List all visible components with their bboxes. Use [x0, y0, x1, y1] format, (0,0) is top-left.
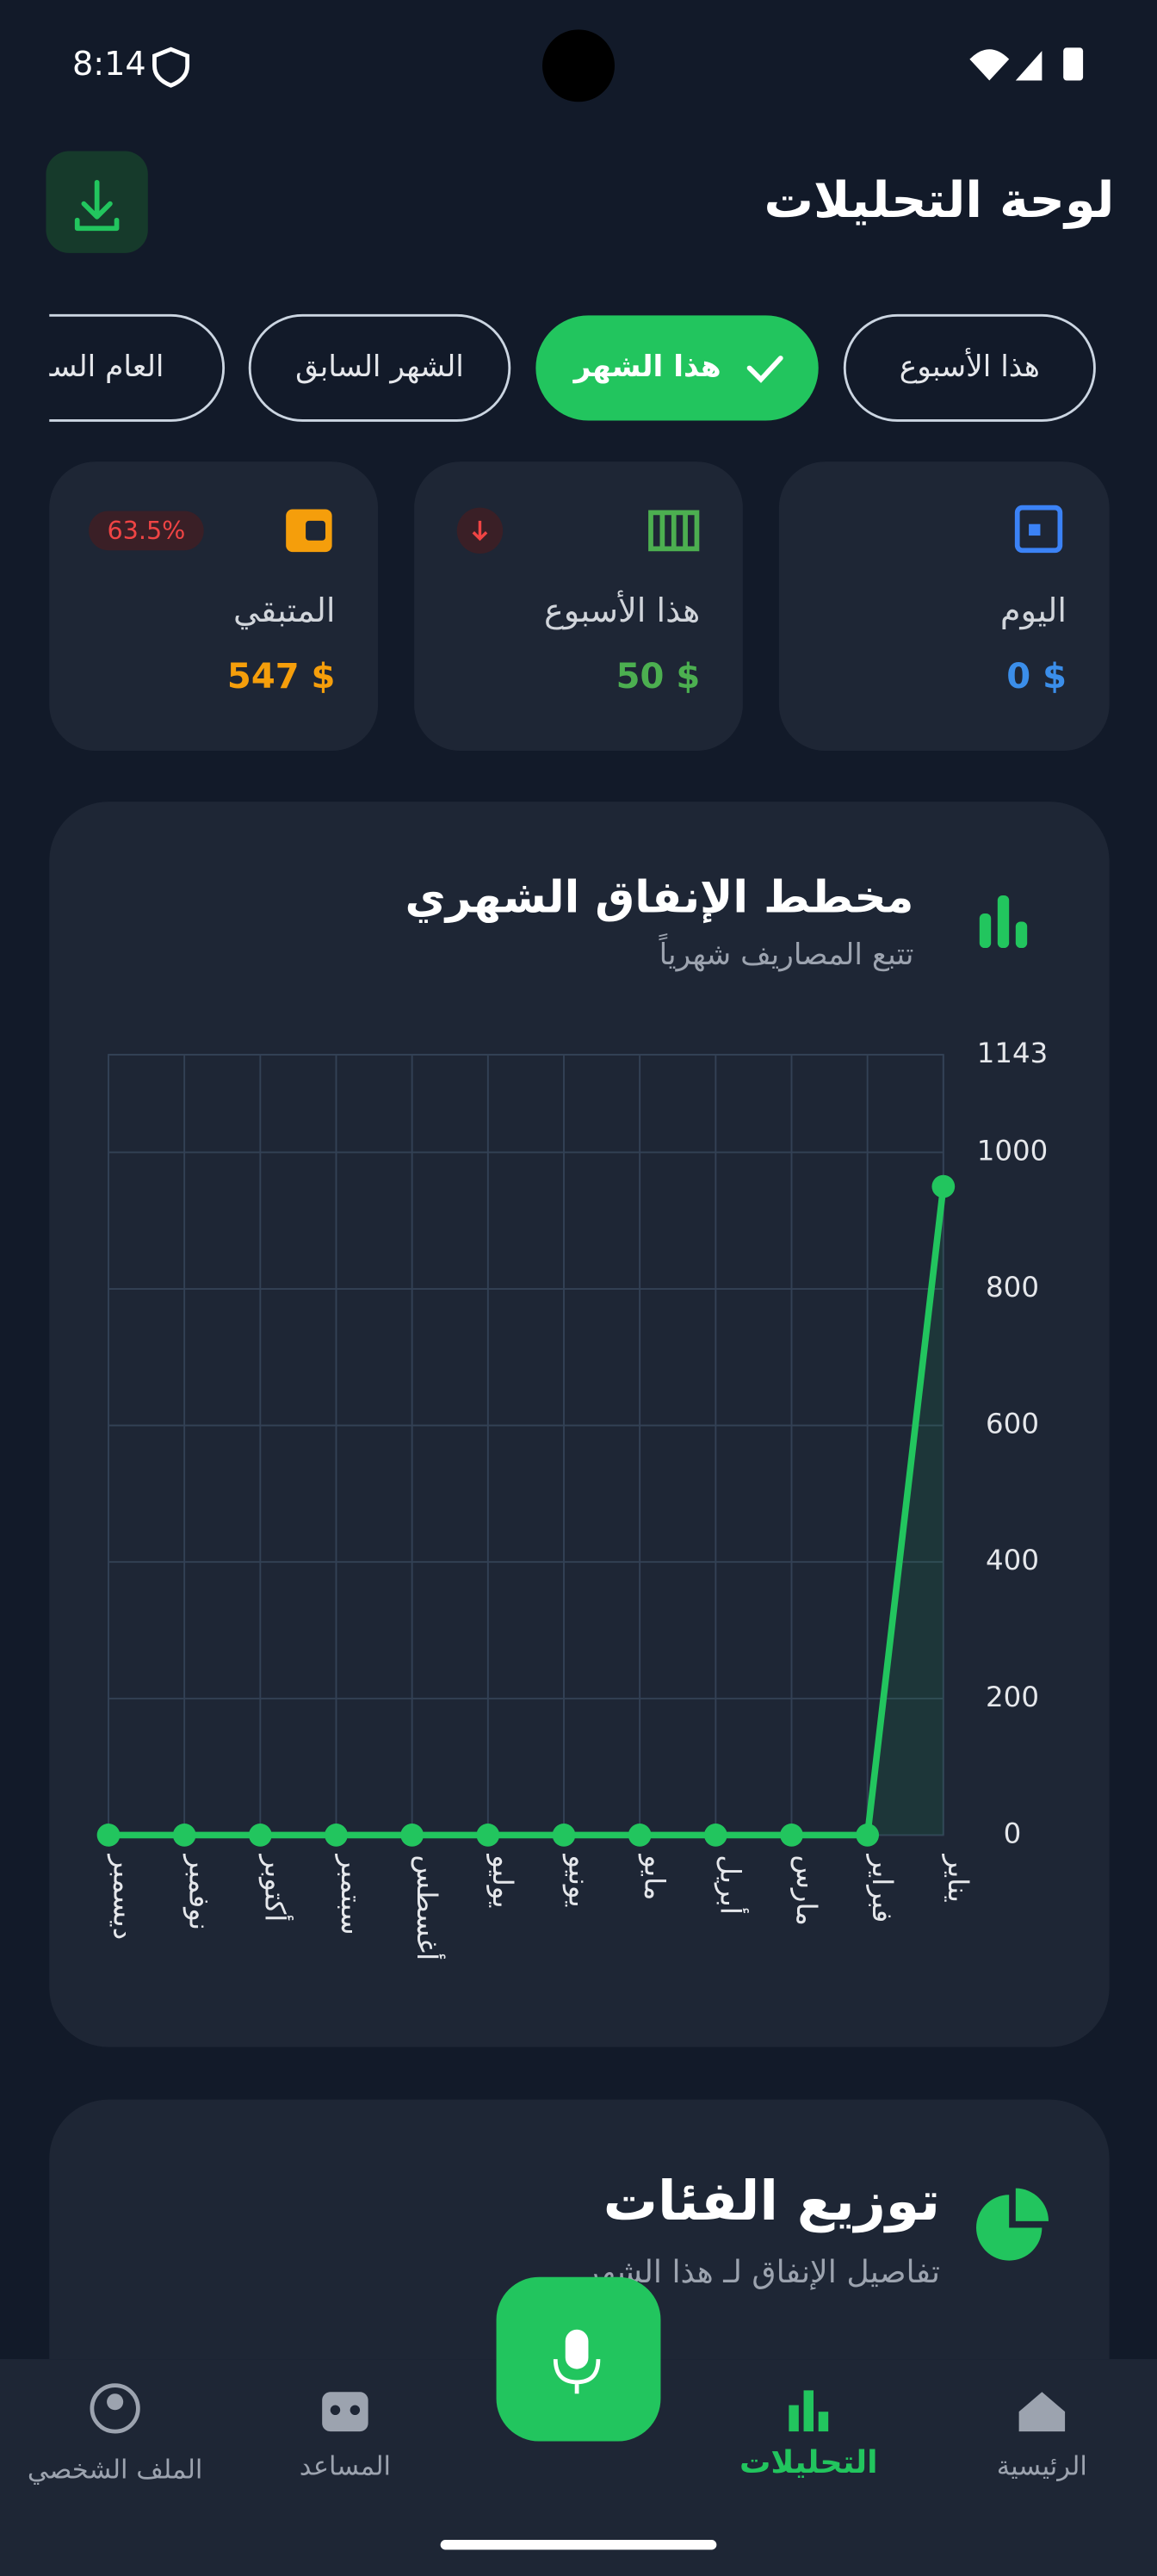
check-icon [746, 356, 783, 383]
stat-value: 50 $ [616, 657, 701, 697]
camera [542, 29, 615, 102]
nav-label[interactable]: الرئيسية [997, 2452, 1087, 2482]
x-tick-label: مارس [790, 1855, 823, 1926]
point [248, 1824, 272, 1847]
point [96, 1824, 121, 1847]
percent-badge [89, 511, 204, 551]
x-tick-label: ديسمبر [107, 1853, 139, 1940]
download-icon [74, 179, 120, 232]
point [552, 1824, 576, 1847]
profile-icon [90, 2383, 140, 2434]
chart-icon [1015, 921, 1028, 949]
status-time: 8:14 [72, 46, 146, 84]
x-tick-label: أكتوبر [259, 1853, 294, 1922]
y-tick-label: 0 [1004, 1817, 1022, 1849]
x-tick-label: سبتمبر [335, 1853, 368, 1935]
pie-icon-slice [1015, 2188, 1049, 2221]
stat-value: 547 $ [227, 657, 336, 697]
filter-label: الشهر السابق [295, 350, 464, 384]
calendar-dot [1029, 523, 1041, 536]
home-icon [1018, 2392, 1066, 2432]
battery-icon [1063, 47, 1084, 81]
nav-label[interactable]: المساعد [300, 2452, 391, 2482]
chart-card [49, 802, 1110, 2047]
stat-label: المتبقي [233, 592, 335, 630]
point [400, 1824, 424, 1847]
page-title: لوحة التحليلات [764, 171, 1114, 229]
filter-chip[interactable] [248, 313, 511, 422]
x-tick-label: نوفمبر [183, 1853, 215, 1930]
x-tick-label: يونيو [562, 1853, 595, 1907]
wallet-pocket [306, 520, 325, 541]
stat-card [778, 461, 1110, 752]
stat-label: هذا الأسبوع [544, 590, 700, 630]
line [108, 1186, 947, 1839]
plot: 0 200 400 600 800 1000 1143 يناير فبراير مارس أبري… [96, 1037, 1049, 1960]
filter-chip-selected[interactable] [535, 315, 819, 421]
x-tick-label: يوليو [486, 1853, 519, 1908]
category-card [49, 2099, 1110, 2360]
trend-arrow [472, 520, 488, 542]
point [628, 1824, 652, 1847]
chart-subtitle: تتبع المصاريف شهرياً [659, 933, 914, 973]
percent-label: 63.5% [107, 516, 185, 545]
mic-icon [565, 2329, 589, 2369]
chart-icon [997, 895, 1010, 949]
filter-label: العام السابق [10, 350, 164, 384]
nav-icon [818, 2412, 829, 2432]
nav-label[interactable]: الملف الشخصي [28, 2455, 202, 2485]
robot-icon [322, 2392, 368, 2432]
stat-value: 0 $ [1006, 657, 1067, 697]
point [325, 1824, 348, 1847]
nav-icon [803, 2390, 814, 2432]
category-card-group: توزيع الفئات تفاصيل الإنفاق لـ هذا الشهر [49, 2099, 1110, 2360]
stat-label: اليوم [1000, 592, 1067, 630]
filter-row: هذا الأسبوع هذا الشهر الشهر السابق العام… [0, 313, 1096, 422]
y-tick-label: 1000 [977, 1134, 1049, 1167]
shield-icon [152, 46, 190, 88]
chart-icon [979, 913, 992, 949]
wifi-icon [969, 49, 1010, 81]
point [172, 1824, 196, 1847]
y-tick-label: 800 [986, 1271, 1039, 1303]
category-subtitle: تفاصيل الإنفاق لـ هذا الشهر [583, 2253, 940, 2290]
x-tick-label: أبريل [715, 1855, 750, 1915]
x-tick-label: مايو [638, 1853, 671, 1900]
point [476, 1824, 500, 1847]
chart-title: مخطط الإنفاق الشهري [405, 872, 914, 924]
x-tick-label: أغسطس [411, 1855, 446, 1960]
point [931, 1174, 956, 1198]
filter-chip[interactable] [0, 313, 226, 422]
home-indicator [440, 2540, 717, 2550]
y-tick-label: 600 [986, 1408, 1039, 1440]
filter-label: هذا الأسبوع [900, 348, 1040, 384]
category-title: توزيع الفئات [603, 2170, 940, 2233]
filter-chip[interactable] [843, 313, 1096, 422]
y-tick-label: 400 [986, 1544, 1039, 1576]
filter-label: هذا الشهر [572, 350, 721, 384]
calendar-icon [1014, 505, 1063, 554]
profile-head [107, 2393, 124, 2411]
point [780, 1824, 803, 1847]
y-tick-label: 200 [986, 1681, 1039, 1713]
point [856, 1824, 880, 1847]
nav-label-active[interactable]: التحليلات [739, 2443, 878, 2480]
x-tick-label: يناير [942, 1853, 974, 1903]
x-tick-label: فبراير [866, 1853, 899, 1923]
y-tick-label: 1143 [977, 1037, 1049, 1069]
robot-eye [330, 2405, 341, 2415]
mic-stand [553, 2359, 601, 2394]
nav-icon [789, 2405, 799, 2432]
robot-eye [350, 2405, 361, 2415]
week-icon [648, 510, 700, 552]
point [703, 1824, 727, 1847]
